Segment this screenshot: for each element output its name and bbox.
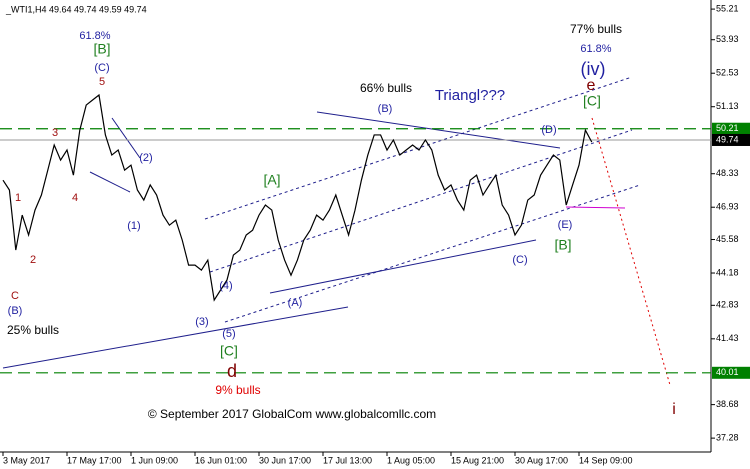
y-tick-label: 48.33 <box>716 168 739 178</box>
wave-label: (B) <box>378 103 393 115</box>
wave-label: 1 <box>15 192 21 204</box>
wave-label: [C] <box>583 93 601 109</box>
wave-label: (1) <box>127 220 140 232</box>
wave-label: i <box>672 401 676 418</box>
wave-label: [C] <box>220 343 238 359</box>
level-label: 50.21 <box>716 123 739 133</box>
wave-label: 66% bulls <box>360 81 412 95</box>
x-tick-label: 1 Jun 09:00 <box>131 455 178 465</box>
wave-label: (B) <box>8 305 23 317</box>
y-tick-label: 37.28 <box>716 432 739 442</box>
wave-label: 4 <box>72 192 78 204</box>
y-tick-label: 45.58 <box>716 234 739 244</box>
wave-label: (D) <box>541 124 556 136</box>
triangle-line <box>269 239 537 294</box>
x-tick-label: 3 May 2017 <box>3 455 50 465</box>
channel-line <box>224 184 641 323</box>
wave-label: (A) <box>288 297 303 309</box>
wave-label: 25% bulls <box>7 323 59 337</box>
wave-label: (2) <box>139 152 152 164</box>
x-tick-label: 30 Jun 17:00 <box>259 455 311 465</box>
y-tick-label: 42.83 <box>716 300 739 310</box>
level-label-bg <box>712 122 750 135</box>
wave-label: (3) <box>195 316 208 328</box>
wedge-line <box>89 171 131 193</box>
level-label: 40.01 <box>716 367 739 377</box>
wave-label: 77% bulls <box>570 22 622 36</box>
wave-label: [B] <box>93 41 110 57</box>
footer: © September 2017 GlobalCom www.globalcom… <box>148 407 436 421</box>
x-tick-label: 14 Sep 09:00 <box>579 455 633 465</box>
x-tick-label: 1 Aug 05:00 <box>387 455 435 465</box>
wave-label: Triangl??? <box>435 87 505 104</box>
wave-label: (C) <box>94 62 109 74</box>
x-tick-label: 15 Aug 21:00 <box>451 455 504 465</box>
wave-label: e <box>587 77 596 94</box>
y-tick-label: 53.93 <box>716 34 739 44</box>
triangle-line <box>316 111 561 149</box>
wave-label: 2 <box>30 254 36 266</box>
y-tick-label: 51.13 <box>716 101 739 111</box>
x-tick-label: 17 May 17:00 <box>67 455 122 465</box>
wave-label: C <box>11 290 19 302</box>
y-tick-label: 55.21 <box>716 3 739 13</box>
marker-line <box>565 206 626 209</box>
wave-label: 61.8% <box>79 30 110 42</box>
wave-label: [B] <box>554 237 571 253</box>
wave-label: [A] <box>263 172 280 188</box>
wave-label: 5 <box>99 76 105 88</box>
y-tick-label: 41.43 <box>716 333 739 343</box>
chart-title: _WTI1,H4 49.64 49.74 49.59 49.74 <box>5 4 147 14</box>
x-tick-label: 16 Jun 01:00 <box>195 455 247 465</box>
channel-line <box>204 76 633 220</box>
level-label-bg <box>712 133 750 146</box>
level-label-bg <box>712 366 750 379</box>
wave-label: 61.8% <box>580 43 611 55</box>
y-tick-label: 44.18 <box>716 267 739 277</box>
y-tick-label: 38.68 <box>716 399 739 409</box>
trend-line <box>2 306 349 369</box>
wave-label: (5) <box>222 328 235 340</box>
y-tick-label: 46.93 <box>716 202 739 212</box>
y-tick-label: 52.53 <box>716 68 739 78</box>
wave-label: 9% bulls <box>215 383 260 397</box>
wave-label: d <box>227 361 237 381</box>
x-tick-label: 30 Aug 17:00 <box>515 455 568 465</box>
level-label: 49.74 <box>716 134 739 144</box>
wedge-line <box>111 117 141 159</box>
wave-label: (4) <box>219 280 232 292</box>
wave-label: (C) <box>512 254 527 266</box>
wave-label: 3 <box>52 127 58 139</box>
wave-label: (E) <box>558 219 573 231</box>
price-line <box>2 93 593 302</box>
wave-label: (iv) <box>581 59 606 79</box>
x-tick-label: 17 Jul 13:00 <box>323 455 372 465</box>
projection-line <box>591 117 671 386</box>
